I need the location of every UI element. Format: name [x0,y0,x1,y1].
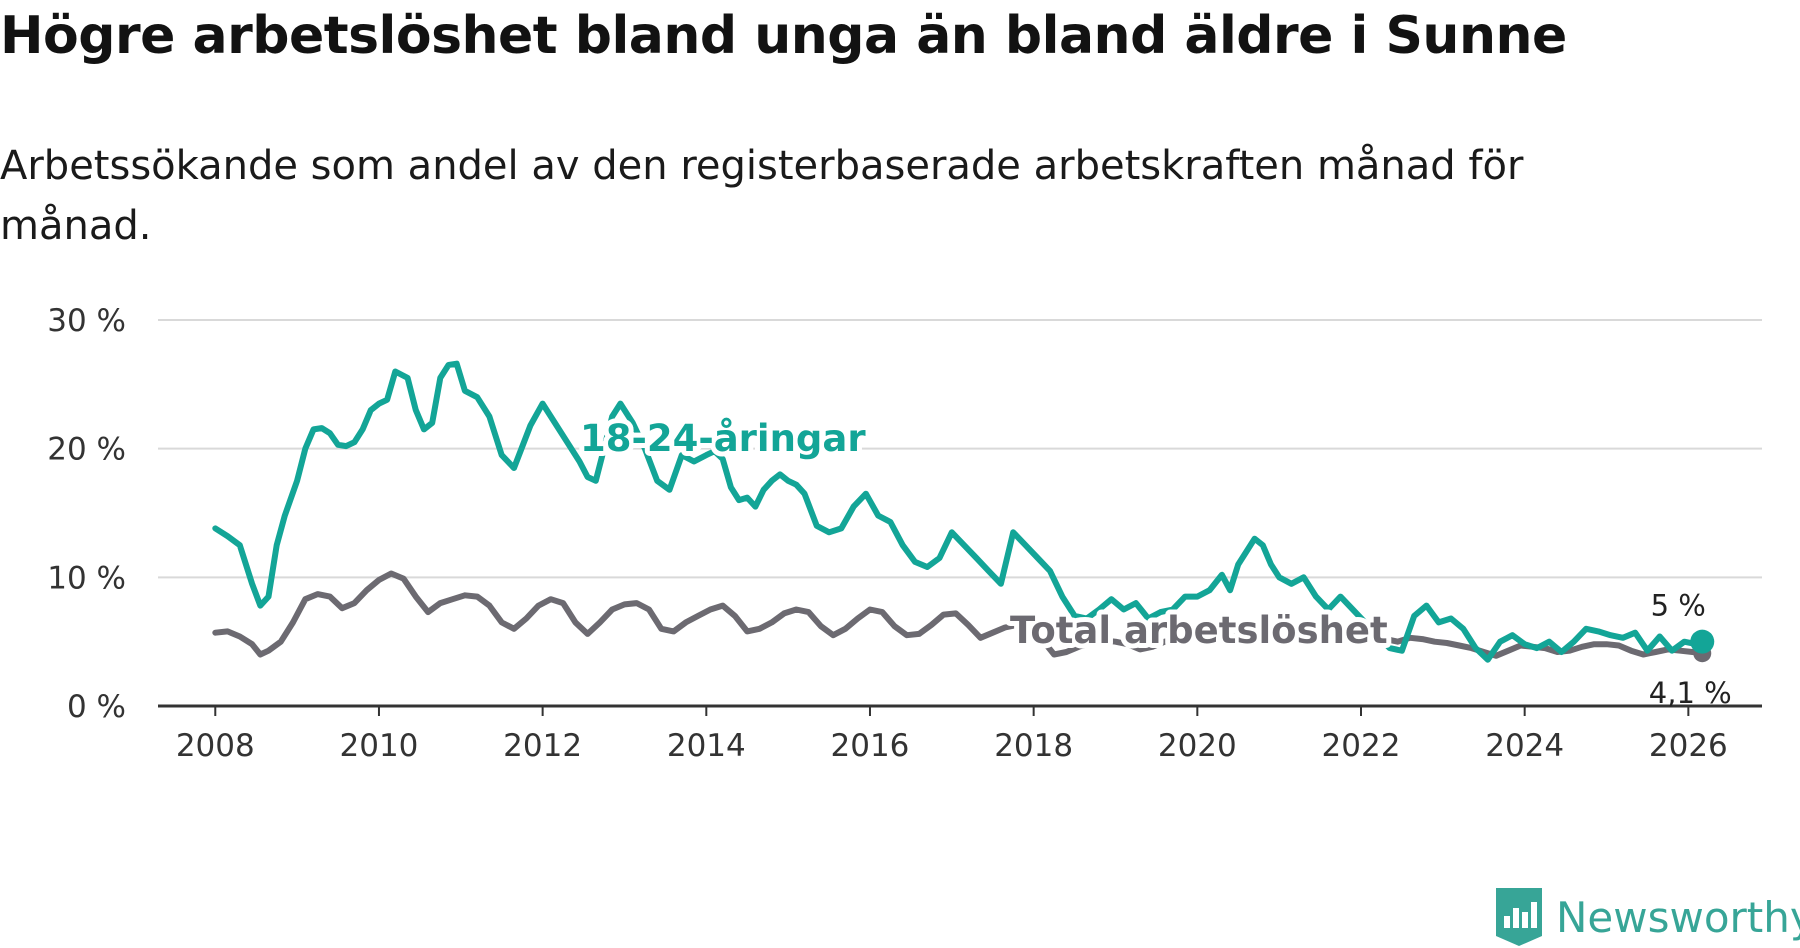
x-tick-label: 2020 [1158,728,1237,764]
series-labels: 5 % 4,1 % 18-24-åringar Total arbetslöshet [575,412,1732,710]
y-tick-label: 0 % [67,689,126,725]
chart-title: Högre arbetslöshet bland unga än bland ä… [0,6,1567,66]
y-tick-label: 30 % [47,303,126,339]
newsworthy-logo-icon [1496,888,1542,946]
end-point-young [1690,629,1715,654]
x-tick-label: 2026 [1649,728,1728,764]
series-line-total [212,570,1706,659]
x-tick-label: 2008 [176,728,255,764]
x-tick-label: 2012 [503,728,582,764]
x-tick-label: 2014 [667,728,746,764]
x-tick-label: 2024 [1485,728,1564,764]
x-tick-label: 2018 [994,728,1073,764]
end-label-total: 4,1 % [1649,676,1732,710]
series-line-young [212,360,1706,663]
y-axis-ticks: 0 % 10 % 20 % 30 % [47,303,126,725]
series-label-young: 18-24-åringar [580,417,866,460]
brand-logo: Newsworthy [1494,886,1800,948]
x-axis-ticks: 2008 2010 2012 2014 2016 2018 2020 2022 2024 2026 [176,706,1728,764]
x-tick-label: 2016 [831,728,910,764]
y-tick-label: 10 % [47,560,126,596]
series-label-total: Total arbetslöshet [1010,609,1388,652]
x-tick-label: 2022 [1322,728,1401,764]
series-lines [212,360,1715,663]
gridlines [158,319,1762,579]
x-tick-label: 2010 [340,728,419,764]
brand-name: Newsworthy [1556,892,1800,942]
chart-subtitle: Arbetssökande som andel av den registerb… [0,143,1524,249]
y-tick-label: 20 % [47,432,126,468]
end-label-young: 5 % [1651,589,1706,623]
